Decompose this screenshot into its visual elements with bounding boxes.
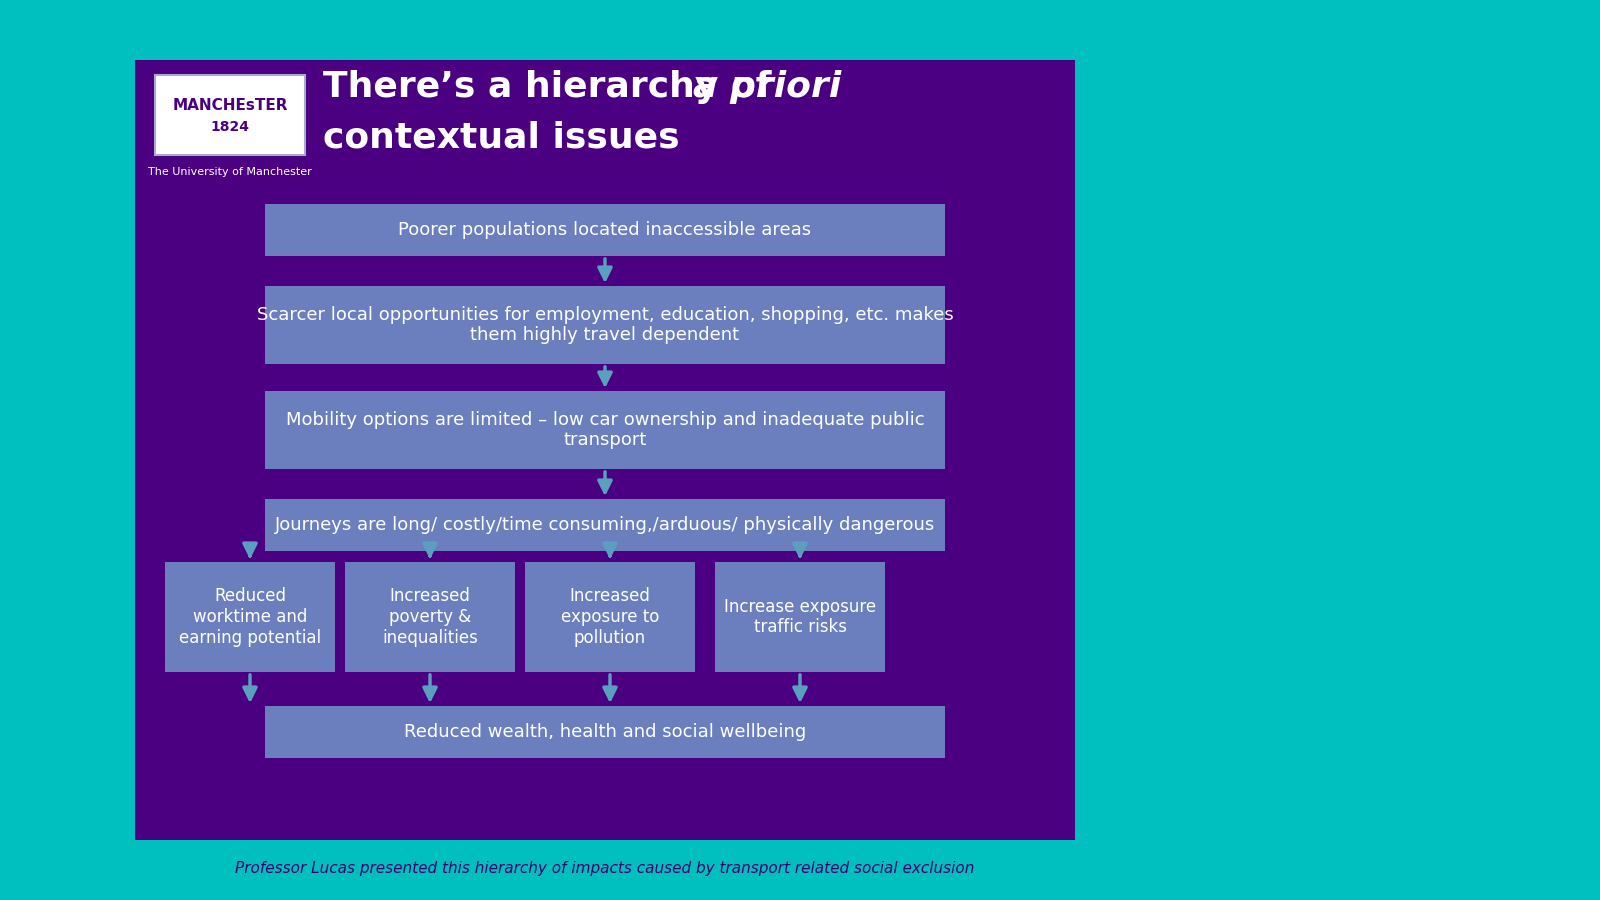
Text: Increased
exposure to
pollution: Increased exposure to pollution	[562, 587, 659, 647]
Text: 1824: 1824	[211, 120, 250, 134]
Text: Reduced wealth, health and social wellbeing: Reduced wealth, health and social wellbe…	[403, 723, 806, 741]
Text: Increased
poverty &
inequalities: Increased poverty & inequalities	[382, 587, 478, 647]
FancyBboxPatch shape	[266, 499, 946, 551]
FancyBboxPatch shape	[266, 286, 946, 364]
Text: Journeys are long/ costly/time consuming,/arduous/ physically dangerous: Journeys are long/ costly/time consuming…	[275, 516, 934, 534]
Text: a priori: a priori	[693, 70, 842, 104]
Text: Scarcer local opportunities for employment, education, shopping, etc. makes
them: Scarcer local opportunities for employme…	[256, 306, 954, 345]
FancyBboxPatch shape	[266, 204, 946, 256]
Text: Increase exposure
traffic risks: Increase exposure traffic risks	[723, 598, 877, 636]
Text: The University of Manchester: The University of Manchester	[149, 167, 312, 177]
Text: Mobility options are limited – low car ownership and inadequate public
transport: Mobility options are limited – low car o…	[286, 410, 925, 449]
FancyBboxPatch shape	[346, 562, 515, 672]
FancyBboxPatch shape	[134, 60, 1075, 840]
FancyBboxPatch shape	[165, 562, 334, 672]
Text: Reduced
worktime and
earning potential: Reduced worktime and earning potential	[179, 587, 322, 647]
Text: MANCHEsTER: MANCHEsTER	[173, 98, 288, 112]
FancyBboxPatch shape	[266, 706, 946, 758]
Text: contextual issues: contextual issues	[323, 121, 680, 155]
Text: Professor Lucas presented this hierarchy of impacts caused by transport related : Professor Lucas presented this hierarchy…	[235, 860, 974, 876]
Text: Poorer populations located inaccessible areas: Poorer populations located inaccessible …	[398, 221, 811, 239]
FancyBboxPatch shape	[715, 562, 885, 672]
FancyBboxPatch shape	[525, 562, 694, 672]
FancyBboxPatch shape	[266, 391, 946, 469]
FancyBboxPatch shape	[155, 75, 306, 155]
Text: There’s a hierarchy of: There’s a hierarchy of	[323, 70, 784, 104]
